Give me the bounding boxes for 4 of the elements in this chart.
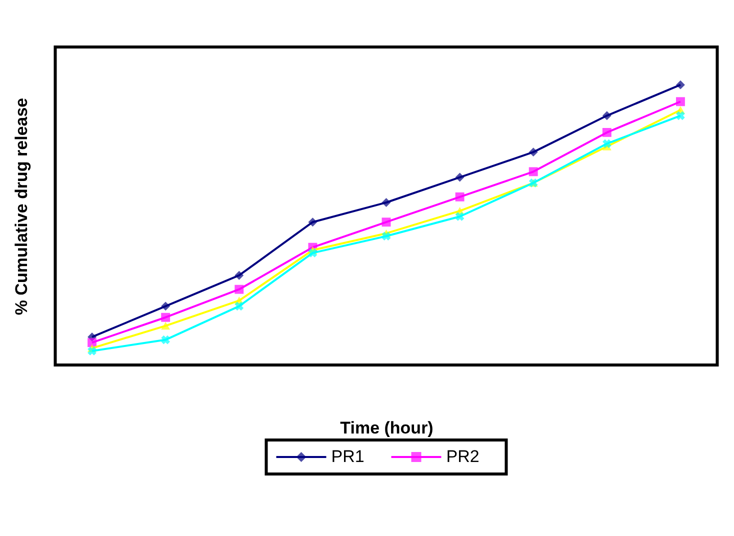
legend-label: PR2 xyxy=(446,447,480,466)
y-axis-title: % Cumulative drug release xyxy=(12,98,31,316)
legend-label: PR1 xyxy=(331,447,364,466)
x-axis-title: Time (hour) xyxy=(340,418,434,438)
